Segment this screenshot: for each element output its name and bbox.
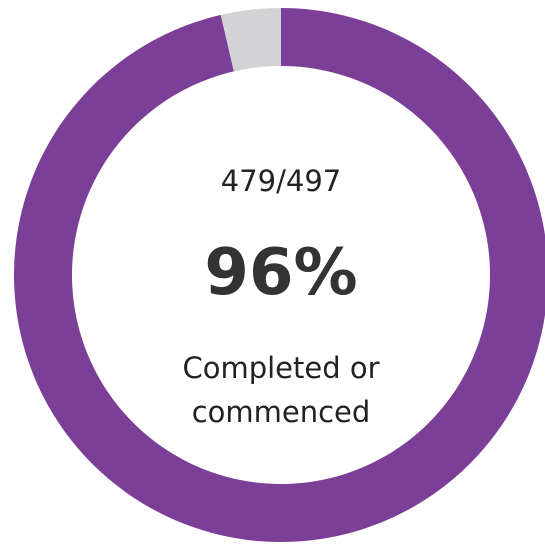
caption: Completed or commenced [182, 351, 380, 429]
donut-segment [220, 8, 281, 72]
percent-label: 96% [204, 236, 358, 310]
fraction-label: 479/497 [220, 164, 342, 198]
